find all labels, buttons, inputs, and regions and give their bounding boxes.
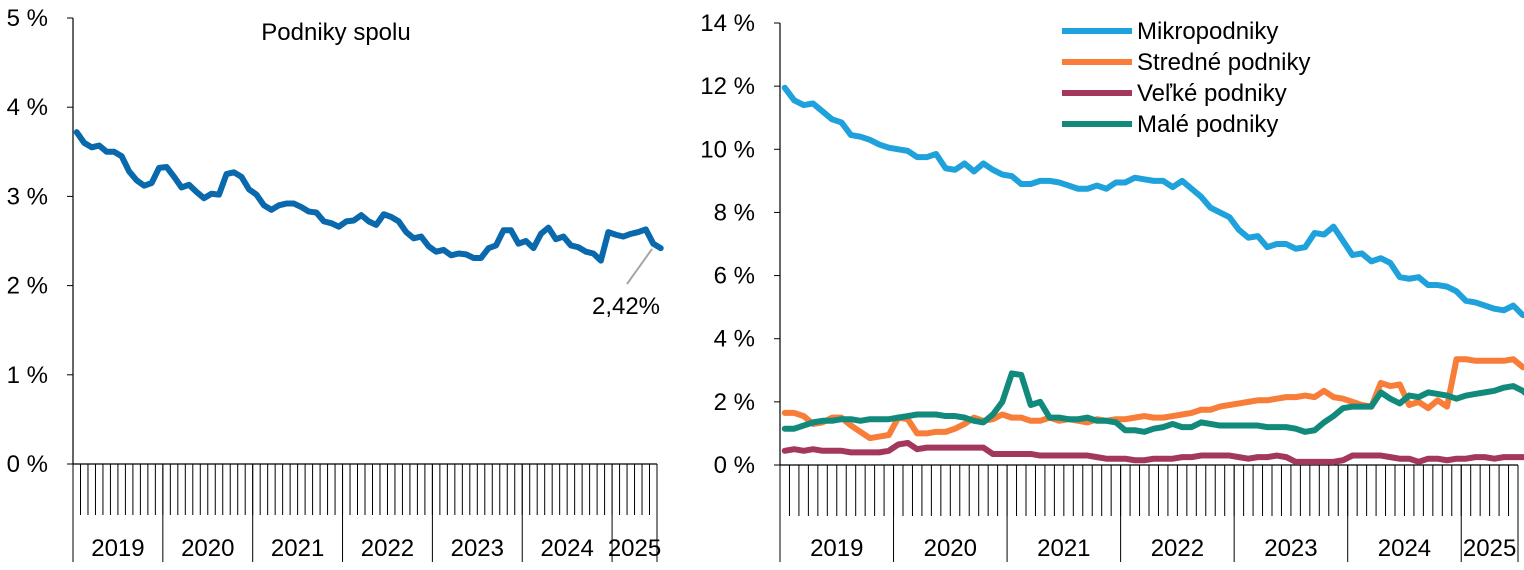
x-year-label: 2024 — [540, 535, 593, 562]
series-line-stredne-podniky — [781, 356, 1524, 442]
y-tick-label: 5 % — [7, 5, 48, 32]
x-year-label: 2022 — [1151, 535, 1204, 562]
series-line-male-podniky — [781, 370, 1524, 435]
x-year-label: 2020 — [181, 535, 234, 562]
y-tick-label: 14 % — [700, 10, 755, 37]
x-year-label: 2020 — [924, 535, 977, 562]
y-axis: 0 % 2 % 4 % 6 % 8 % 10 % 12 % 14 % — [700, 10, 781, 479]
x-year-label: 2019 — [91, 535, 144, 562]
chart-title: Podniky spolu — [261, 19, 410, 46]
series-line-mikropodniky — [781, 84, 1524, 319]
x-year-label: 2021 — [1037, 535, 1090, 562]
y-tick-label: 3 % — [7, 183, 48, 210]
legend: Mikropodniky Stredné podniky Veľké podniky… — [1062, 18, 1310, 138]
legend-label-stredne-podniky: Stredné podniky — [1137, 49, 1310, 76]
legend-label-velke-podniky: Veľké podniky — [1137, 80, 1287, 107]
series-group — [73, 129, 664, 264]
y-tick-label: 2 % — [7, 273, 48, 300]
y-tick-label: 4 % — [7, 94, 48, 121]
legend-label-mikropodniky: Mikropodniky — [1137, 18, 1278, 45]
x-year-label: 2023 — [451, 535, 504, 562]
y-tick-label: 2 % — [714, 389, 755, 416]
x-year-label: 2024 — [1378, 535, 1431, 562]
annotation-last-value: 2,42% — [592, 293, 660, 320]
y-tick-label: 12 % — [700, 73, 755, 100]
x-year-label: 2023 — [1264, 535, 1317, 562]
y-tick-label: 6 % — [714, 263, 755, 290]
series-line-velke-podniky — [781, 439, 1524, 465]
x-year-label: 2021 — [271, 535, 324, 562]
y-tick-label: 0 % — [714, 452, 755, 479]
series-group — [781, 84, 1524, 465]
x-year-label: 2025 — [1463, 535, 1516, 562]
x-year-label: 2019 — [810, 535, 863, 562]
series-line-podniky-spolu — [73, 129, 664, 264]
x-year-label: 2022 — [361, 535, 414, 562]
chart-by-enterprise-size: 0 % 2 % 4 % 6 % 8 % 10 % 12 % 14 % 2019 2020 2021… — [700, 10, 1524, 562]
y-tick-label: 4 % — [714, 326, 755, 353]
y-tick-label: 1 % — [7, 362, 48, 389]
legend-label-male-podniky: Malé podniky — [1137, 111, 1278, 138]
chart-total-enterprises: Podniky spolu 0 % 1 % 2 % 3 % 4 % 5 % 2019 202… — [7, 5, 664, 562]
x-axis: 2019 2020 2021 2022 2023 2024 2025 — [779, 464, 1519, 562]
y-tick-label: 8 % — [714, 199, 755, 226]
y-axis: 0 % 1 % 2 % 3 % 4 % 5 % — [7, 5, 74, 478]
x-year-label: 2025 — [608, 535, 661, 562]
y-tick-label: 0 % — [7, 451, 48, 478]
x-axis: 2019 2020 2021 2022 2023 2024 2025 — [72, 463, 661, 562]
annotation-leader-line — [626, 248, 653, 285]
y-tick-label: 10 % — [700, 136, 755, 163]
